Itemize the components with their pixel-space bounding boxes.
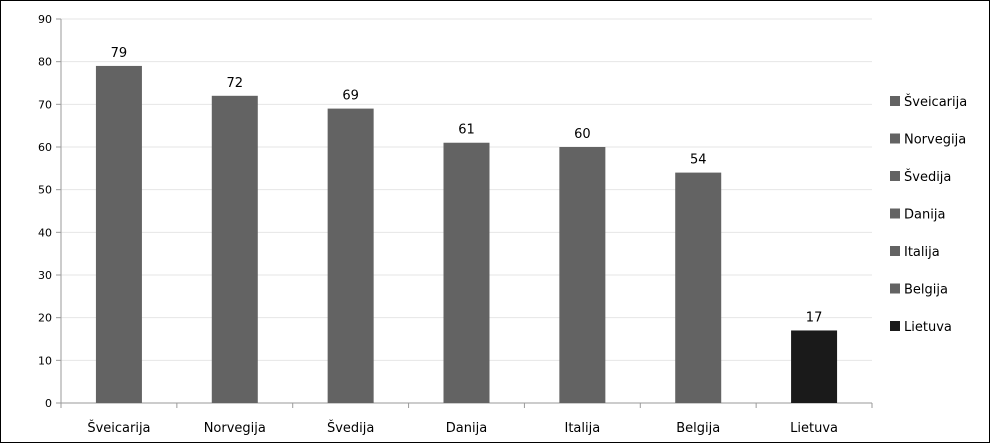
legend-swatch	[890, 171, 900, 181]
y-tick-label: 10	[38, 354, 52, 367]
bar-value-label: 72	[227, 76, 244, 91]
legend-label: Lietuva	[904, 320, 952, 335]
x-category-label: Italija	[565, 421, 601, 436]
legend-label: Danija	[904, 208, 945, 223]
y-tick-label: 60	[38, 141, 52, 154]
y-tick-label: 30	[38, 269, 52, 282]
legend-swatch	[890, 321, 900, 331]
bar	[559, 147, 606, 403]
legend-swatch	[890, 246, 900, 256]
bar-value-label: 17	[806, 310, 823, 325]
legend: Šveicarija Norvegija Švedija Danija Italija B…	[890, 94, 967, 335]
bar	[95, 65, 142, 403]
data-labels: 79 72 69 61 60 54 17	[111, 46, 823, 326]
x-category-label: Norvegija	[204, 421, 266, 436]
x-category-label: Lietuva	[790, 421, 838, 436]
legend-swatch	[890, 283, 900, 294]
legend-label: Norvegija	[904, 133, 966, 148]
legend-swatch	[890, 96, 900, 106]
y-axis: 0 10 20 30 40 50 60 70 80 90	[38, 13, 62, 410]
legend-label: Šveicarija	[904, 94, 967, 110]
bar	[791, 330, 838, 403]
x-axis: Šveicarija Norvegija Švedija Danija Italija B…	[60, 402, 873, 436]
bar	[211, 95, 258, 404]
bar-value-label: 61	[458, 123, 475, 138]
bars	[95, 65, 838, 404]
legend-label: Švedija	[904, 169, 951, 185]
y-tick-label: 80	[38, 56, 52, 69]
bar	[675, 172, 722, 403]
x-category-label: Belgija	[676, 421, 720, 436]
legend-label: Italija	[904, 245, 940, 260]
x-category-label: Danija	[446, 421, 487, 436]
bar	[327, 108, 374, 403]
bar-value-label: 79	[111, 46, 128, 61]
bar-value-label: 69	[342, 89, 359, 104]
legend-swatch	[890, 208, 900, 219]
y-tick-label: 90	[38, 13, 52, 26]
y-tick-label: 40	[38, 226, 52, 239]
bar	[443, 142, 490, 403]
bar-value-label: 60	[574, 127, 591, 142]
legend-swatch	[890, 133, 900, 144]
y-tick-label: 70	[38, 98, 52, 111]
y-tick-label: 0	[45, 397, 52, 410]
x-category-label: Švedija	[327, 420, 374, 436]
legend-label: Belgija	[904, 283, 948, 298]
y-tick-label: 50	[38, 184, 52, 197]
x-category-label: Šveicarija	[87, 420, 150, 436]
bar-value-label: 54	[690, 153, 707, 168]
y-tick-label: 20	[38, 312, 52, 325]
